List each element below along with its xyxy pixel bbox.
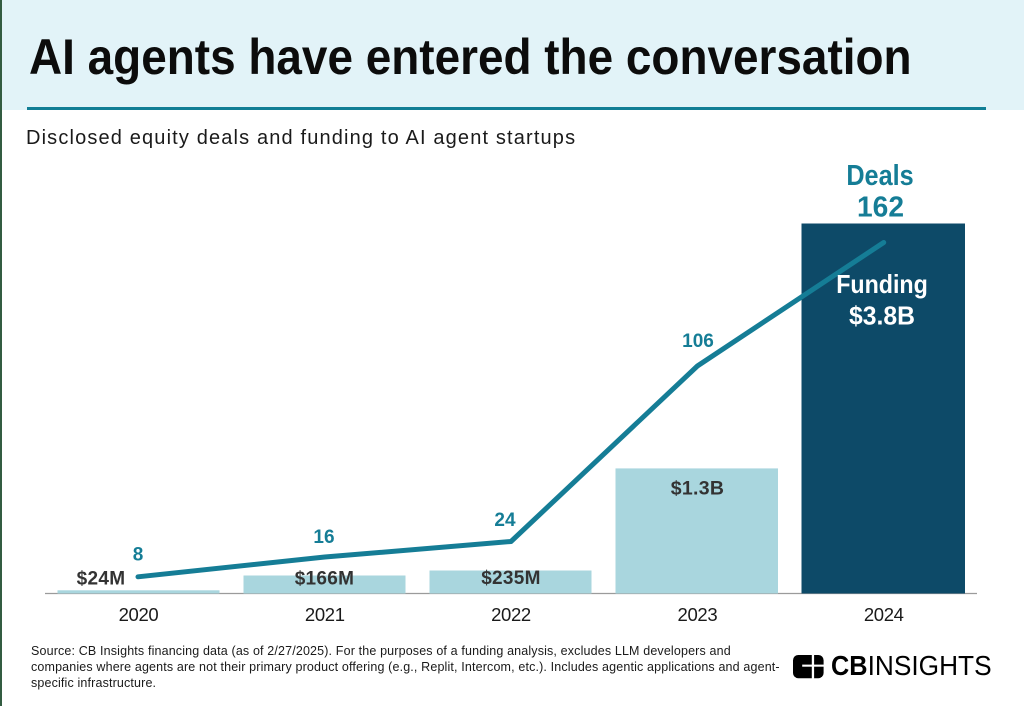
svg-text:INSIGHTS: INSIGHTS: [868, 650, 992, 681]
svg-text:Funding: Funding: [836, 269, 928, 299]
svg-text:2020: 2020: [119, 604, 159, 625]
svg-text:$166M: $166M: [295, 569, 355, 590]
svg-text:CB: CB: [831, 650, 868, 681]
svg-text:2024: 2024: [864, 604, 904, 625]
svg-text:8: 8: [133, 545, 144, 566]
svg-text:24: 24: [494, 510, 516, 531]
svg-text:2021: 2021: [305, 604, 345, 625]
svg-text:2022: 2022: [491, 604, 531, 625]
svg-text:106: 106: [682, 331, 714, 352]
svg-text:Deals: Deals: [846, 160, 913, 192]
svg-text:$24M: $24M: [77, 569, 126, 590]
svg-text:$235M: $235M: [481, 568, 541, 589]
svg-text:2023: 2023: [678, 604, 718, 625]
svg-text:16: 16: [313, 527, 334, 548]
svg-text:$1.3B: $1.3B: [671, 478, 725, 500]
svg-text:162: 162: [857, 192, 904, 224]
svg-text:$3.8B: $3.8B: [849, 301, 915, 331]
